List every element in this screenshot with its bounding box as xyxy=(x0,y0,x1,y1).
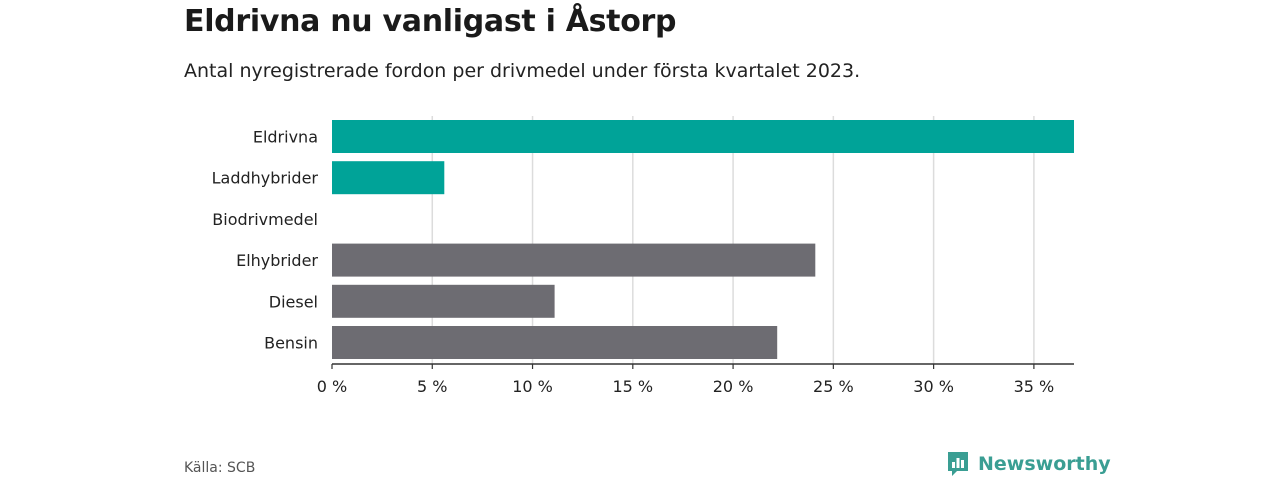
bar xyxy=(332,243,816,277)
x-tick-label: 35 % xyxy=(1014,377,1055,396)
bar xyxy=(332,326,778,359)
x-tick-label: 5 % xyxy=(417,377,447,396)
x-tick-label: 0 % xyxy=(317,377,347,396)
x-tick-label: 25 % xyxy=(813,377,854,396)
source-note: Källa: SCB xyxy=(184,460,256,476)
category-label: Biodrivmedel xyxy=(212,210,318,229)
x-tick-label: 20 % xyxy=(713,377,754,396)
bar xyxy=(332,161,445,195)
brand-name: Newsworthy xyxy=(978,453,1111,475)
bar xyxy=(332,284,555,318)
category-label: Diesel xyxy=(269,292,318,311)
x-tick-label: 15 % xyxy=(612,377,653,396)
category-label: Laddhybrider xyxy=(212,169,319,188)
chart-subtitle: Antal nyregistrerade fordon per drivmede… xyxy=(184,60,861,82)
bar xyxy=(332,120,1074,153)
chart-title: Eldrivna nu vanligast i Åstorp xyxy=(184,4,677,39)
category-label: Eldrivna xyxy=(253,128,318,147)
x-tick-label: 30 % xyxy=(913,377,954,396)
brand-logo: Newsworthy xyxy=(946,450,1111,478)
category-label: Bensin xyxy=(264,334,318,353)
bar-chart-speech-bubble-icon xyxy=(948,452,968,476)
category-label: Elhybrider xyxy=(236,251,318,270)
x-tick-label: 10 % xyxy=(512,377,553,396)
